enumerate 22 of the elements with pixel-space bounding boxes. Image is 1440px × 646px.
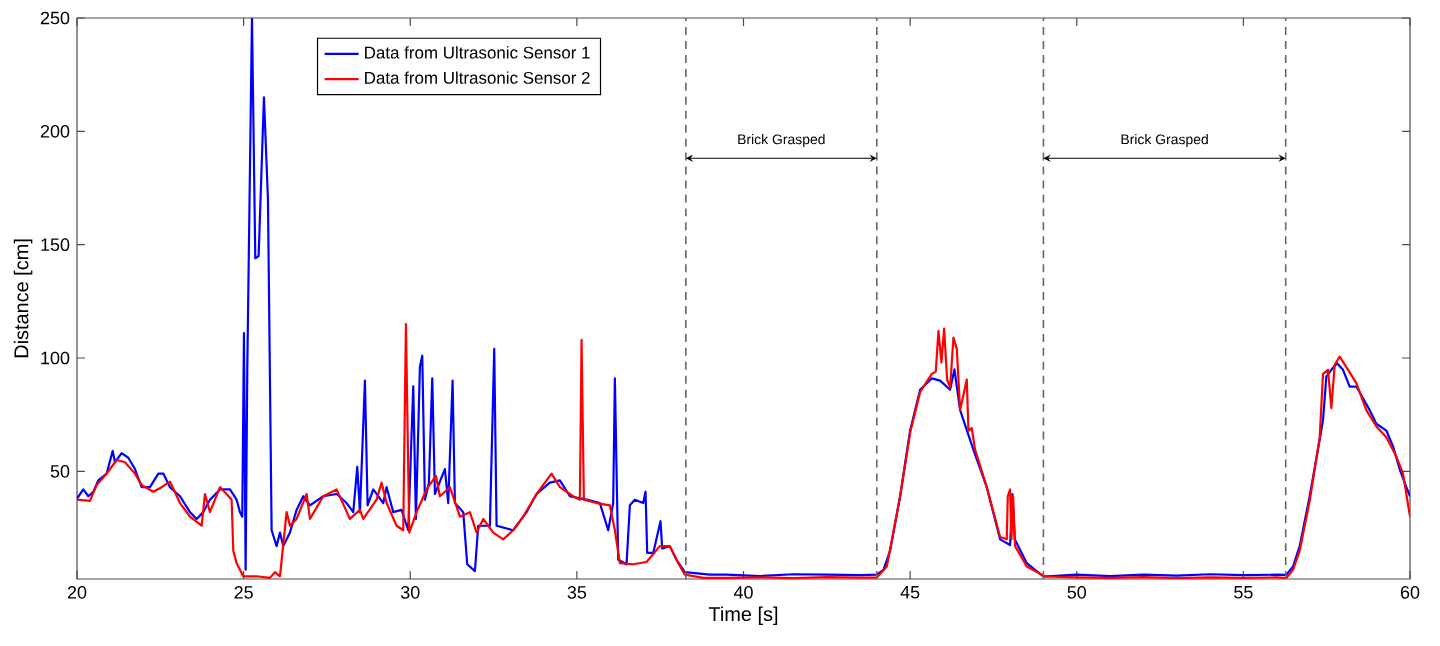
legend-label: Data from Ultrasonic Sensor 1 — [365, 46, 590, 59]
y-tick-label: 150 — [41, 238, 70, 252]
annotation: Brick Grasped — [1121, 134, 1208, 148]
annotation: Brick Grasped — [738, 134, 825, 148]
x-tick-label: 45 — [900, 586, 920, 599]
x-tick-label: 35 — [567, 586, 587, 599]
line-series — [77, 322, 1411, 579]
x-axis-title: Time [s] — [708, 606, 778, 625]
x-tick-label: 60 — [1400, 586, 1420, 599]
y-tick-label: 250 — [40, 11, 70, 25]
line-series — [77, 17, 1411, 578]
y-tick-label: 100 — [41, 351, 70, 365]
x-tick-label: 30 — [400, 586, 420, 599]
x-tick-label: 40 — [733, 586, 753, 599]
y-axis-title: Distance [cm] — [13, 239, 33, 358]
x-tick-label: 20 — [67, 586, 87, 599]
legend-label: Data from Ultrasonic Sensor 2 — [365, 71, 590, 84]
y-tick-label: 50 — [50, 464, 70, 478]
x-tick-label: 25 — [234, 586, 253, 599]
y-tick-label: 200 — [40, 124, 70, 138]
x-tick-label: 55 — [1234, 586, 1253, 599]
x-tick-label: 50 — [1067, 586, 1087, 599]
